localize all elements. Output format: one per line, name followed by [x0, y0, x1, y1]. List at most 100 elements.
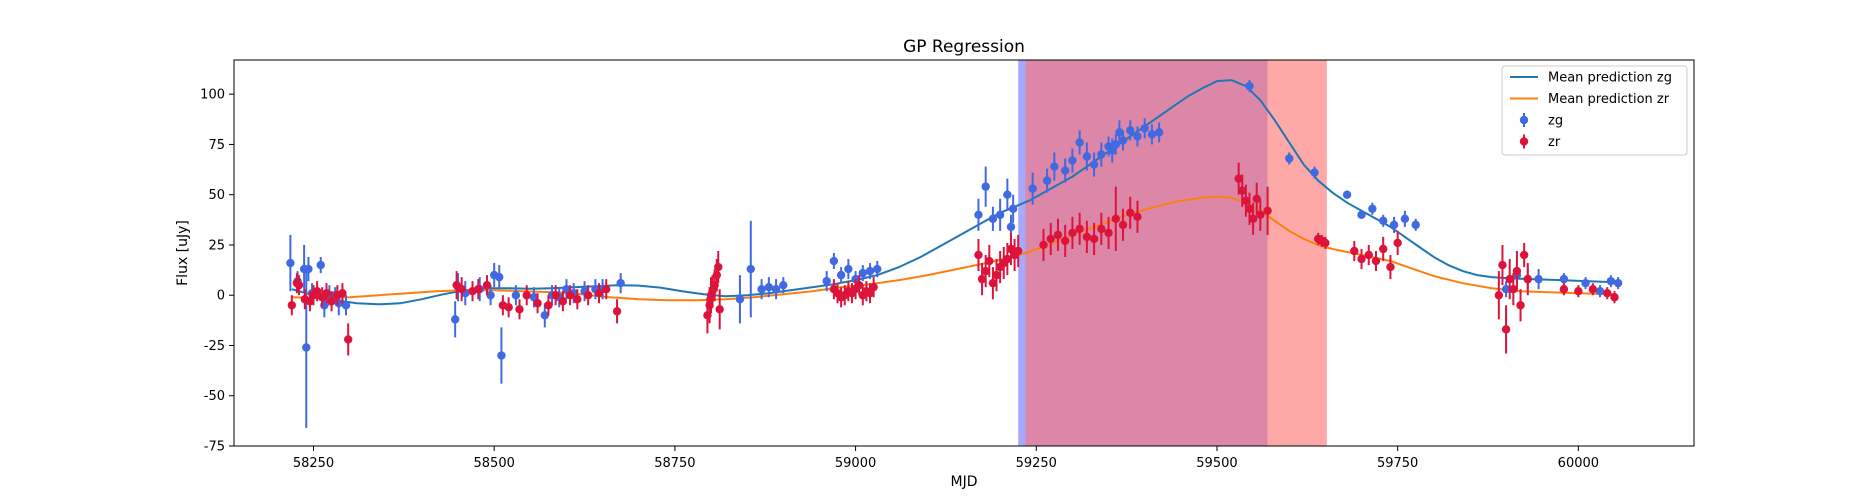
point-zg-53: [1042, 168, 1052, 193]
marker: [1263, 206, 1272, 215]
point-zg-32: [746, 220, 755, 318]
point-zg-63: [1111, 134, 1120, 155]
marker: [1248, 214, 1258, 224]
marker: [1097, 150, 1106, 159]
marker: [1068, 228, 1077, 238]
marker: [1053, 230, 1063, 240]
marker: [312, 286, 322, 296]
point-zg-4: [304, 257, 313, 282]
point-zr-29: [594, 283, 604, 304]
marker: [1523, 274, 1532, 284]
point-zg-76: [1368, 202, 1377, 215]
svg-text:-25: -25: [204, 339, 225, 354]
point-zr-108: [1603, 287, 1612, 300]
x-tick-58750: 58750: [654, 446, 696, 471]
marker: [1068, 156, 1077, 165]
marker: [1126, 208, 1135, 217]
marker: [1097, 224, 1106, 234]
marker: [1075, 138, 1084, 147]
marker: [1574, 286, 1583, 296]
point-zg-19: [497, 327, 506, 384]
point-zr-51: [869, 277, 878, 298]
point-zr-52: [974, 238, 983, 272]
marker: [565, 291, 575, 300]
point-zr-73: [1104, 216, 1113, 249]
marker: [1389, 220, 1399, 230]
point-zg-16: [486, 285, 495, 306]
marker: [1014, 246, 1023, 256]
marker: [1386, 262, 1395, 272]
marker: [1364, 250, 1373, 260]
svg-text:0: 0: [217, 289, 225, 304]
point-zr-89: [1350, 240, 1359, 262]
marker: [287, 301, 297, 310]
marker: [1241, 196, 1251, 205]
point-zr-61: [1006, 232, 1016, 266]
point-zg-84: [1534, 269, 1543, 290]
y-tick--25: -25: [204, 339, 234, 354]
legend-label: zr: [1548, 135, 1561, 150]
x-ticks: 58250 58500 58750 59000 59250 59500 59750 60000: [293, 446, 1599, 471]
point-zr-99: [1505, 259, 1514, 300]
marker: [1089, 234, 1099, 244]
point-zr-72: [1097, 212, 1106, 245]
point-zr-64: [1039, 228, 1048, 262]
point-zr-97: [1498, 244, 1507, 286]
point-zr-104: [1523, 263, 1532, 296]
marker: [562, 284, 571, 294]
point-zg-34: [764, 277, 774, 298]
x-tick-60000: 60000: [1558, 446, 1599, 471]
marker: [343, 335, 353, 344]
point-zg-79: [1400, 210, 1410, 227]
point-zg-65: [1118, 130, 1128, 151]
point-zr-88: [1321, 236, 1330, 249]
marker: [829, 256, 839, 266]
point-zg-67: [1133, 126, 1142, 147]
point-zg-31: [735, 275, 745, 324]
point-zg-0: [286, 234, 295, 292]
marker: [1505, 274, 1514, 284]
marker: [858, 268, 868, 278]
marker: [981, 182, 990, 191]
marker: [594, 289, 604, 298]
point-zr-69: [1075, 212, 1084, 245]
marker: [981, 266, 990, 276]
point-zr-56: [988, 267, 998, 300]
point-zr-70: [1082, 220, 1092, 253]
plot-frame: [233, 59, 1695, 447]
point-zr-100: [1509, 273, 1518, 306]
marker: [992, 270, 1001, 280]
marker: [1107, 146, 1117, 155]
point-zr-27: [573, 289, 582, 310]
marker: [1039, 240, 1048, 250]
point-zr-109: [1610, 291, 1619, 304]
point-zr-105: [1559, 283, 1569, 296]
point-zg-12: [450, 301, 460, 338]
point-zg-56: [1068, 148, 1077, 173]
marker: [1357, 254, 1366, 264]
point-zr-57: [992, 259, 1001, 292]
marker: [985, 256, 994, 266]
point-zg-52: [1028, 172, 1037, 205]
marker: [474, 284, 483, 294]
marker: [1082, 152, 1092, 161]
point-zr-84: [1256, 198, 1265, 231]
point-zg-35: [771, 279, 781, 300]
marker: [540, 311, 549, 320]
point-zr-96: [1494, 271, 1504, 320]
svg-text:25: 25: [208, 238, 225, 253]
point-zr-31: [612, 299, 622, 324]
marker: [974, 250, 983, 260]
svg-text:60000: 60000: [1558, 456, 1599, 471]
marker: [1060, 236, 1070, 246]
marker: [865, 289, 875, 298]
y-tick-100: 100: [200, 88, 234, 103]
point-zr-24: [551, 285, 560, 306]
y-ticks: -75 -50 -25 0 25 50 75 100: [200, 88, 234, 455]
marker: [1046, 234, 1055, 244]
x-tick-59000: 59000: [835, 446, 876, 471]
point-zr-13: [452, 271, 461, 300]
marker: [715, 305, 724, 314]
marker: [1003, 254, 1012, 264]
marker: [873, 264, 882, 274]
